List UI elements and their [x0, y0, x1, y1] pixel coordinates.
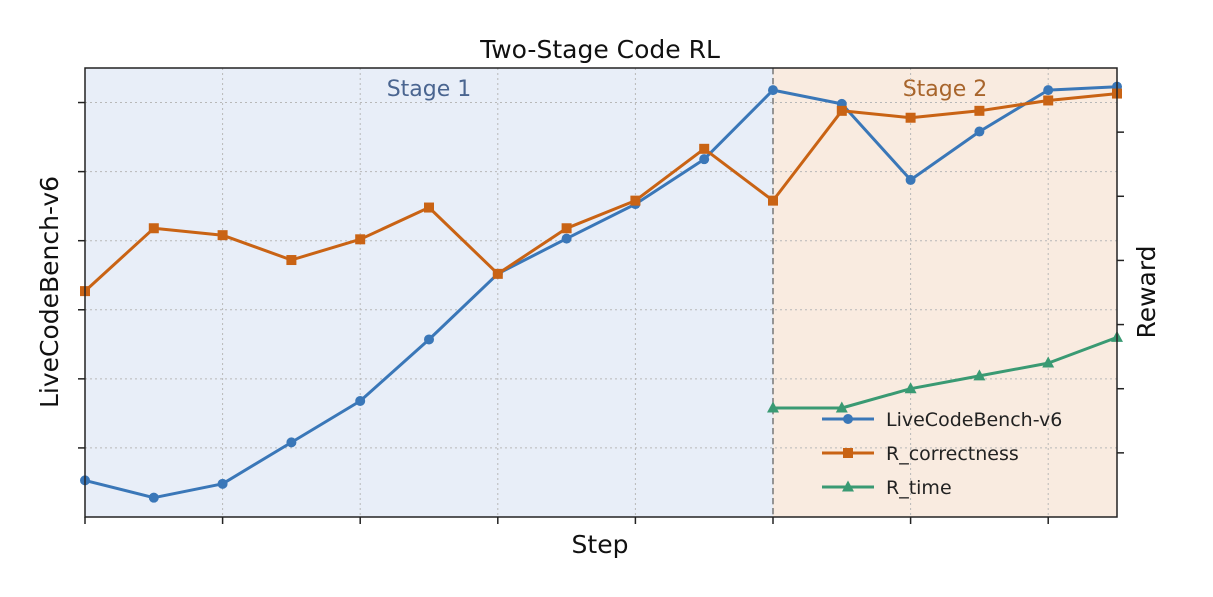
series-line-livecodebench-v6 — [84, 85, 1118, 500]
series-line-r-correctness — [83, 92, 1118, 293]
x-axis-label: Step — [572, 530, 629, 559]
data-point-livecodebench-v6 — [148, 492, 159, 503]
data-point-r-correctness — [699, 143, 710, 154]
data-point-r-time — [835, 401, 848, 413]
series-line-r-time — [773, 335, 1118, 410]
data-point-livecodebench-v6 — [974, 126, 985, 137]
legend-item-livecodebench-v6: LiveCodeBench-v6 — [822, 409, 1062, 431]
chart-title: Two-Stage Code RL — [479, 35, 720, 64]
legend: LiveCodeBench-v6 R_correctness R_time — [822, 409, 1062, 499]
data-point-r-time — [767, 401, 779, 413]
data-point-livecodebench-v6 — [286, 437, 297, 448]
data-point-livecodebench-v6 — [355, 395, 366, 406]
stage-2-region — [773, 68, 1117, 517]
data-point-r-correctness — [561, 223, 572, 234]
data-point-r-correctness — [286, 255, 297, 266]
plot-frame — [84, 67, 1118, 518]
data-point-r-correctness — [355, 234, 366, 245]
y-axis-label-right: Reward — [1132, 245, 1161, 338]
stage-labels: Stage 1 Stage 2 — [387, 77, 988, 102]
data-point-r-correctness — [424, 202, 434, 213]
data-point-r-time — [904, 382, 917, 394]
legend-label-r-time: R_time — [886, 477, 952, 499]
stage-1-label: Stage 1 — [387, 77, 472, 102]
data-point-livecodebench-v6 — [561, 233, 572, 244]
data-point-livecodebench-v6 — [905, 174, 916, 185]
grid — [85, 68, 1117, 517]
legend-marker-livecodebench-v6 — [843, 414, 853, 424]
data-point-r-correctness — [974, 105, 985, 116]
stage-1-region — [85, 68, 773, 517]
data-point-r-correctness — [1043, 95, 1054, 106]
data-point-livecodebench-v6 — [768, 85, 778, 96]
axis-ticks — [78, 101, 1124, 524]
legend-item-r-time: R_time — [822, 477, 952, 499]
plot-background — [85, 68, 1117, 517]
legend-label-r-correctness: R_correctness — [886, 443, 1019, 465]
legend-marker-r-time — [842, 480, 854, 492]
series-r-correctness — [80, 88, 1122, 297]
data-point-livecodebench-v6 — [217, 478, 228, 489]
data-point-r-time — [1042, 356, 1055, 368]
data-point-r-correctness — [836, 105, 847, 116]
data-point-livecodebench-v6 — [699, 154, 710, 165]
data-point-livecodebench-v6 — [1043, 85, 1054, 96]
stage-2-label: Stage 2 — [903, 77, 988, 102]
data-point-r-correctness — [148, 223, 159, 234]
data-point-livecodebench-v6 — [424, 334, 434, 345]
data-point-r-correctness — [217, 230, 228, 241]
data-point-r-correctness — [905, 112, 916, 123]
data-point-r-correctness — [630, 195, 641, 206]
y-axis-label-left: LiveCodeBench-v6 — [35, 176, 64, 408]
data-point-r-correctness — [768, 195, 778, 206]
legend-label-livecodebench-v6: LiveCodeBench-v6 — [886, 409, 1062, 431]
data-point-r-time — [973, 369, 986, 381]
series-group — [80, 81, 1123, 503]
legend-item-r-correctness: R_correctness — [822, 443, 1019, 465]
data-point-r-correctness — [492, 268, 503, 279]
legend-marker-r-correctness — [843, 448, 853, 458]
